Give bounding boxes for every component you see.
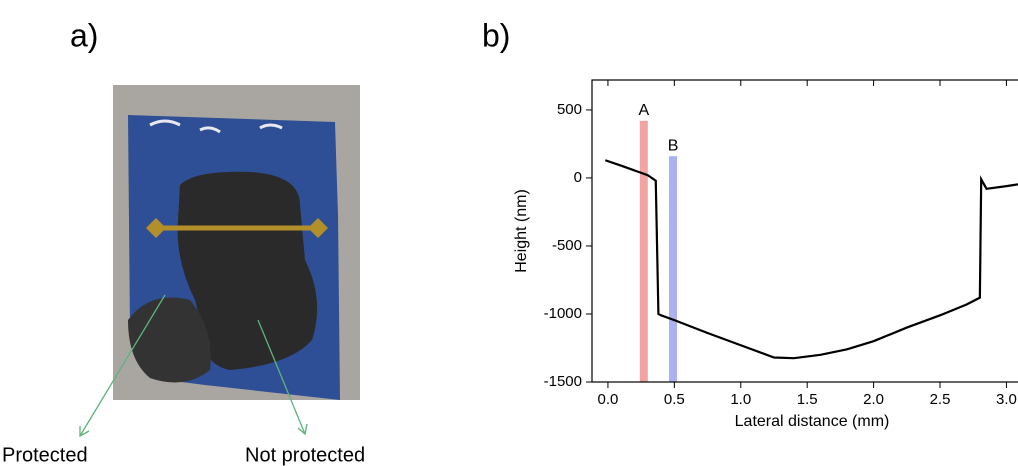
marker-band	[669, 156, 678, 382]
line	[604, 159, 1018, 360]
annotation: Protected	[2, 444, 88, 466]
y-tick-label: -1000	[544, 305, 582, 322]
sample-photo	[79, 85, 360, 438]
y-tick-label: 0	[574, 169, 582, 186]
plot: A B -1500 -1000 -500 0 500 0.0 0.5 1.0 1.5 2.0 2.5 3.…	[513, 79, 1018, 430]
y-axis-label: Height (nm)	[513, 189, 530, 273]
marker-band	[639, 120, 648, 382]
annotation: Not protected	[245, 444, 365, 466]
plot-frame	[591, 79, 1018, 383]
marker-label: B	[668, 137, 679, 154]
x-tick-label: 1.0	[730, 391, 751, 408]
y-tick-label: 500	[557, 101, 582, 118]
marker-label: A	[638, 102, 649, 119]
x-axis-label: Lateral distance (mm)	[735, 413, 890, 430]
x-tick-label: 0.0	[598, 391, 619, 408]
x-tick-label: 2.0	[863, 391, 884, 408]
y-tick-label: -500	[552, 237, 582, 254]
panel-label: b)	[482, 17, 510, 53]
x-tick-label: 0.5	[664, 391, 685, 408]
x-tick-label: 2.5	[930, 391, 951, 408]
x-tick-label: 1.5	[797, 391, 818, 408]
panel-label: a)	[70, 17, 98, 53]
x-tick-label: 3.0	[996, 391, 1017, 408]
y-tick-label: -1500	[544, 373, 582, 390]
